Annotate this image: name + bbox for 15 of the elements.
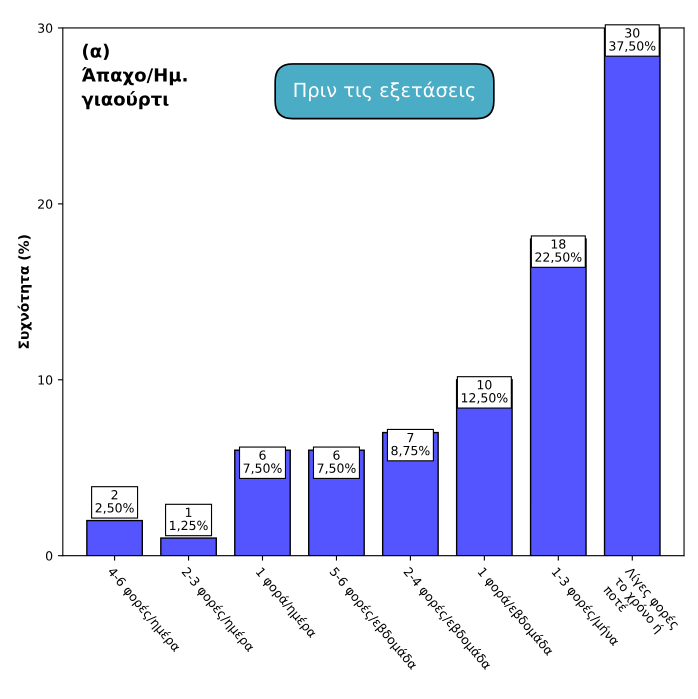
data-label: 7 8,75% xyxy=(391,432,430,457)
data-label: 18 22,50% xyxy=(535,239,582,264)
data-label: 6 7,50% xyxy=(244,450,282,474)
data-label: 10 12,50% xyxy=(462,380,508,404)
y-tick-label: 0 xyxy=(46,551,52,561)
y-axis-title: Συχνότητα (%) xyxy=(18,235,32,348)
data-label: 1 1,25% xyxy=(170,508,208,532)
data-label: 2 2,50% xyxy=(96,490,134,514)
text: (α) Άπαχο/Ημ. γιαούρτι xyxy=(82,44,187,110)
annotation: Πριν τις εξετάσεις xyxy=(294,81,474,102)
y-tick-label: 30 xyxy=(38,23,52,33)
data-label: 30 37,50% xyxy=(609,28,656,52)
data-label: 6 7,50% xyxy=(318,450,356,474)
y-tick-label: 20 xyxy=(38,199,52,209)
y-tick-label: 10 xyxy=(38,375,52,385)
